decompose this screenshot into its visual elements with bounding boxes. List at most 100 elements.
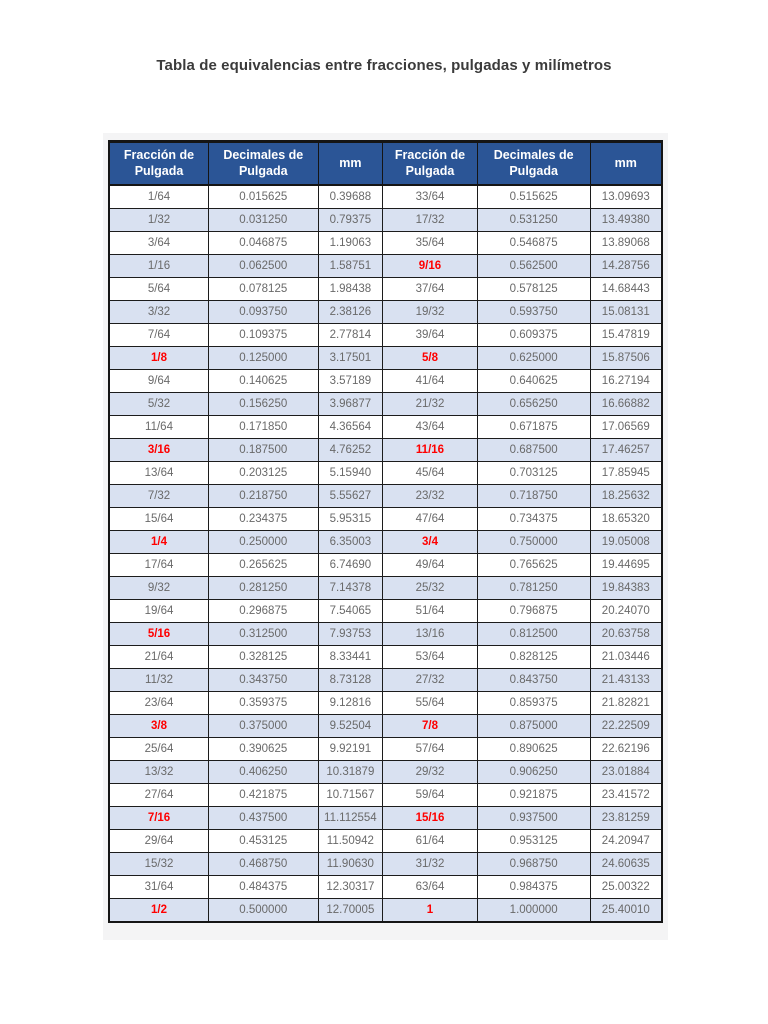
- table-row: 1/32 0.031250 0.79375 17/32 0.531250 13.49380: [108, 207, 663, 232]
- table-cell: 1/2: [108, 897, 210, 922]
- table-cell: 29/64: [108, 828, 210, 853]
- table-cell: 22.62196: [589, 736, 663, 761]
- table-cell: 0.609375: [476, 322, 591, 347]
- table-cell: 7/8: [382, 713, 478, 738]
- table-cell: 0.859375: [476, 690, 591, 715]
- table-cell: 63/64: [382, 874, 478, 899]
- equivalence-table: Fracción de Pulgada Decimales de Pulgada…: [108, 140, 663, 923]
- table-cell: 0.375000: [208, 713, 319, 738]
- table-cell: 59/64: [382, 782, 478, 807]
- table-row: 7/32 0.218750 5.55627 23/32 0.718750 18.25632: [108, 483, 663, 508]
- table-cell: 0.687500: [476, 437, 591, 462]
- table-row: 3/8 0.375000 9.52504 7/8 0.875000 22.22509: [108, 713, 663, 738]
- table-body: 1/64 0.015625 0.39688 33/64 0.515625 13.09693…: [108, 184, 663, 922]
- table-cell: 57/64: [382, 736, 478, 761]
- table-cell: 7/16: [108, 805, 210, 830]
- table-row: 23/64 0.359375 9.12816 55/64 0.859375 21.8282…: [108, 690, 663, 715]
- table-cell: 16.27194: [589, 368, 663, 393]
- header-mm-left: mm: [317, 141, 384, 186]
- table-cell: 11/16: [382, 437, 478, 462]
- table-cell: 47/64: [382, 506, 478, 531]
- table-row: 13/64 0.203125 5.15940 45/64 0.703125 17.8594…: [108, 460, 663, 485]
- table-cell: 15/16: [382, 805, 478, 830]
- table-row: 1/8 0.125000 3.17501 5/8 0.625000 15.87506: [108, 345, 663, 370]
- table-cell: 0.156250: [208, 391, 319, 416]
- table-cell: 7/64: [108, 322, 210, 347]
- table-cell: 12.70005: [317, 897, 384, 922]
- table-cell: 0.015625: [208, 184, 319, 209]
- table-cell: 45/64: [382, 460, 478, 485]
- table-cell: 10.71567: [317, 782, 384, 807]
- table-cell: 7.14378: [317, 575, 384, 600]
- table-cell: 3.57189: [317, 368, 384, 393]
- table-cell: 0.421875: [208, 782, 319, 807]
- table-row: 15/32 0.468750 11.90630 31/32 0.968750 24.606…: [108, 851, 663, 876]
- table-row: 11/64 0.171850 4.36564 43/64 0.671875 17.0656…: [108, 414, 663, 439]
- table-cell: 0.531250: [476, 207, 591, 232]
- table-cell: 0.781250: [476, 575, 591, 600]
- table-cell: 0.828125: [476, 644, 591, 669]
- table-cell: 37/64: [382, 276, 478, 301]
- table-cell: 17/32: [382, 207, 478, 232]
- table-cell: 25/64: [108, 736, 210, 761]
- table-cell: 21/64: [108, 644, 210, 669]
- table-cell: 24.20947: [589, 828, 663, 853]
- table-cell: 8.73128: [317, 667, 384, 692]
- table-cell: 15.87506: [589, 345, 663, 370]
- table-cell: 0.328125: [208, 644, 319, 669]
- table-cell: 5/8: [382, 345, 478, 370]
- table-cell: 5/32: [108, 391, 210, 416]
- table-cell: 12.30317: [317, 874, 384, 899]
- table-cell: 23.01884: [589, 759, 663, 784]
- table-cell: 19/64: [108, 598, 210, 623]
- table-cell: 14.28756: [589, 253, 663, 278]
- table-cell: 21.03446: [589, 644, 663, 669]
- table-cell: 53/64: [382, 644, 478, 669]
- table-cell: 0.125000: [208, 345, 319, 370]
- page-title: Tabla de equivalencias entre fracciones,…: [156, 57, 612, 74]
- table-cell: 9/32: [108, 575, 210, 600]
- table-cell: 43/64: [382, 414, 478, 439]
- table-cell: 27/64: [108, 782, 210, 807]
- table-cell: 5/64: [108, 276, 210, 301]
- table-cell: 0.671875: [476, 414, 591, 439]
- table-cell: 3/16: [108, 437, 210, 462]
- table-cell: 4.36564: [317, 414, 384, 439]
- header-decimals-left: Decimales de Pulgada: [208, 141, 319, 186]
- table-header: Fracción de Pulgada Decimales de Pulgada…: [108, 141, 663, 186]
- table-cell: 14.68443: [589, 276, 663, 301]
- table-cell: 15/32: [108, 851, 210, 876]
- table-row: 21/64 0.328125 8.33441 53/64 0.828125 21.0344…: [108, 644, 663, 669]
- table-cell: 0.062500: [208, 253, 319, 278]
- table-cell: 10.31879: [317, 759, 384, 784]
- table-cell: 0.593750: [476, 299, 591, 324]
- table-cell: 7.54065: [317, 598, 384, 623]
- table-cell: 13/16: [382, 621, 478, 646]
- table-cell: 33/64: [382, 184, 478, 209]
- table-cell: 3.17501: [317, 345, 384, 370]
- table-cell: 5/16: [108, 621, 210, 646]
- table-cell: 0.468750: [208, 851, 319, 876]
- table-cell: 11/32: [108, 667, 210, 692]
- table-cell: 11.112554: [317, 805, 384, 830]
- table-cell: 4.76252: [317, 437, 384, 462]
- table-cell: 2.77814: [317, 322, 384, 347]
- table-cell: 0.79375: [317, 207, 384, 232]
- table-cell: 0.796875: [476, 598, 591, 623]
- table-cell: 0.984375: [476, 874, 591, 899]
- table-cell: 17.46257: [589, 437, 663, 462]
- table-cell: 25/32: [382, 575, 478, 600]
- table-cell: 55/64: [382, 690, 478, 715]
- header-fraction-right: Fracción de Pulgada: [382, 141, 478, 186]
- table-cell: 3/8: [108, 713, 210, 738]
- table-cell: 0.921875: [476, 782, 591, 807]
- table-cell: 5.15940: [317, 460, 384, 485]
- table-cell: 41/64: [382, 368, 478, 393]
- table-cell: 15.08131: [589, 299, 663, 324]
- table-row: 3/32 0.093750 2.38126 19/32 0.593750 15.08131: [108, 299, 663, 324]
- table-cell: 0.031250: [208, 207, 319, 232]
- table-cell: 0.265625: [208, 552, 319, 577]
- table-cell: 0.875000: [476, 713, 591, 738]
- table-cell: 0.500000: [208, 897, 319, 922]
